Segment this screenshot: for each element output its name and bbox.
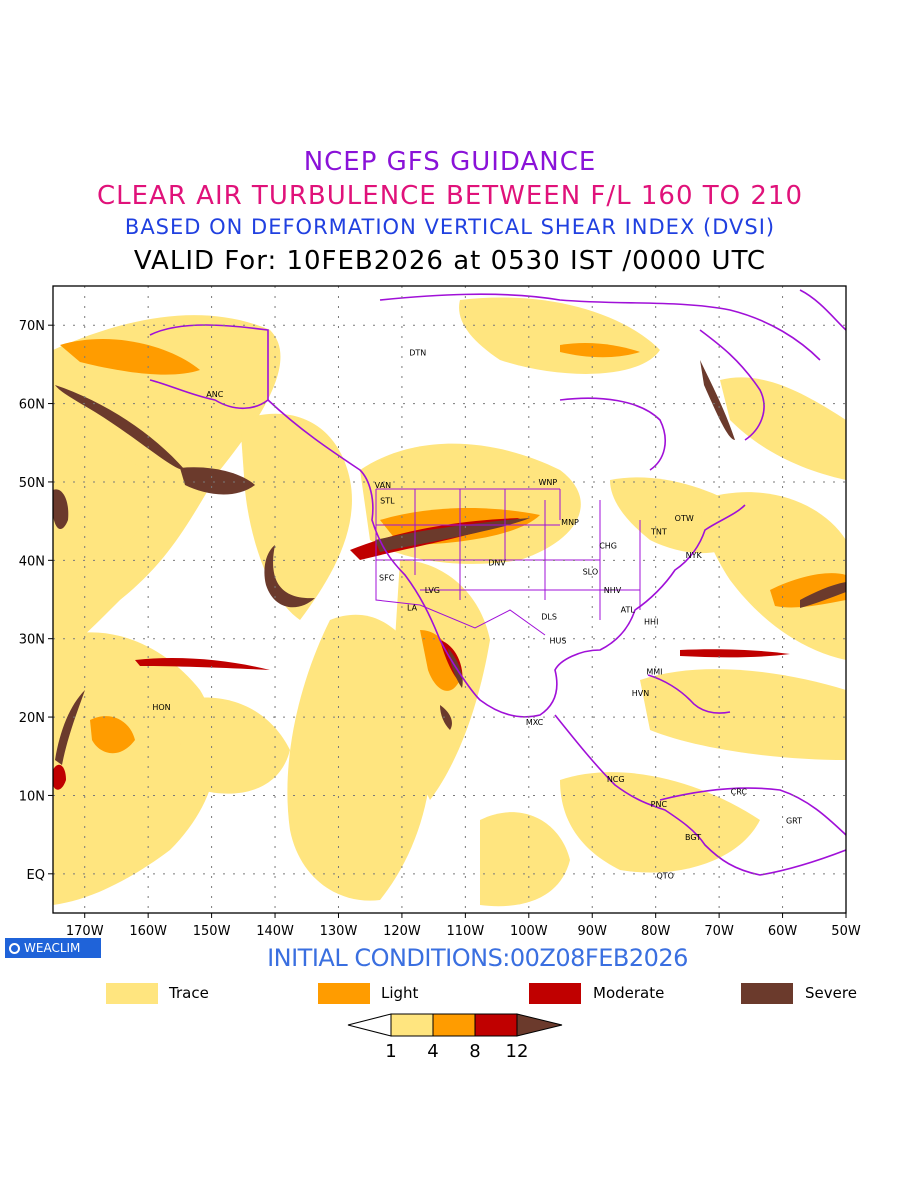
lat-label: EQ (27, 868, 45, 883)
station-label-qto: QTO (656, 871, 673, 880)
station-label-hhi: HHI (644, 617, 658, 626)
legend-label-trace: Trace (169, 984, 209, 1002)
station-label-wnp: WNP (538, 478, 557, 487)
lon-label: 120W (383, 924, 421, 939)
title-parameter: CLEAR AIR TURBULENCE BETWEEN F/L 160 TO … (96, 181, 804, 211)
lon-label: 70W (704, 924, 734, 939)
station-label-chg: CHG (599, 541, 617, 550)
legend-swatch-light (318, 983, 370, 1004)
graticule (53, 286, 846, 913)
lon-label: 140W (256, 924, 294, 939)
station-label-stl: STL (380, 497, 395, 506)
station-label-nyk: NYK (686, 551, 703, 560)
station-label-atl: ATL (621, 606, 636, 615)
lon-label: 150W (193, 924, 231, 939)
longitude-axis: 170W 160W 150W 140W 130W 120W 110W 100W 90W 80W 70… (66, 913, 861, 939)
station-label-bgt: BGT (685, 833, 701, 842)
station-label-mmi: MMI (646, 668, 662, 677)
station-label-pnc: PNC (651, 800, 668, 809)
title-product: NCEP GFS GUIDANCE (303, 147, 597, 177)
lon-label: 110W (447, 924, 485, 939)
station-label-van: VAN (375, 481, 391, 490)
station-label-dnv: DNV (488, 559, 506, 568)
legend-label-severe: Severe (805, 984, 857, 1002)
station-label-ncg: NCG (607, 775, 625, 784)
weaclim-logo: WEACLIM (5, 938, 101, 958)
title-valid-time: VALID For: 10FEB2026 at 0530 IST /0000 U… (133, 246, 767, 276)
lat-label: 40N (19, 554, 45, 569)
severe-turbulence-areas (53, 360, 846, 765)
station-labels: DTN ANC VAN STL WNP OTW TNT MNP CHG NYK DNV SFC SLO L… (152, 349, 802, 881)
station-label-sfc: SFC (379, 574, 395, 583)
lat-label: 50N (19, 476, 45, 491)
station-label-lvg: LVG (425, 586, 440, 595)
legend-label-moderate: Moderate (593, 984, 665, 1002)
legend-swatch-severe (741, 983, 793, 1004)
station-label-tnt: TNT (650, 527, 667, 536)
station-label-mnp: MNP (561, 518, 579, 527)
logo-text: WEACLIM (24, 941, 81, 955)
lon-label: 100W (510, 924, 548, 939)
lon-label: 170W (66, 924, 104, 939)
station-label-otw: OTW (675, 514, 694, 523)
latitude-axis: 70N 60N 50N 40N 30N 20N 10N EQ (19, 319, 53, 883)
legend-swatch-moderate (529, 983, 581, 1004)
legend-label-light: Light (381, 984, 419, 1002)
lat-label: 20N (19, 711, 45, 726)
lat-label: 10N (19, 789, 45, 804)
lon-label: 60W (768, 924, 798, 939)
station-label-nhv: NHV (604, 586, 622, 595)
logo-circle-icon (9, 942, 20, 954)
lon-label: 90W (578, 924, 608, 939)
lon-label: 50W (831, 924, 861, 939)
station-label-la: LA (407, 603, 418, 612)
lat-label: 30N (19, 633, 45, 648)
station-label-dls: DLS (541, 613, 557, 622)
lon-label: 130W (320, 924, 358, 939)
station-label-grt: GRT (786, 817, 802, 826)
lat-label: 70N (19, 319, 45, 334)
political-borders (375, 488, 641, 636)
station-label-slo: SLO (583, 567, 599, 576)
title-method: BASED ON DEFORMATION VERTICAL SHEAR INDE… (124, 215, 776, 239)
station-label-hus: HUS (550, 636, 567, 645)
initial-conditions-text: INITIAL CONDITIONS:00Z08FEB2026 (267, 944, 688, 972)
lon-label: 80W (641, 924, 671, 939)
station-label-dtn: DTN (409, 349, 426, 358)
map-frame (52, 285, 847, 914)
station-label-anc: ANC (206, 390, 223, 399)
lat-label: 60N (19, 398, 45, 413)
station-label-crc: CRC (731, 788, 748, 797)
station-label-hon: HON (152, 703, 170, 712)
station-label-mxc: MXC (526, 718, 544, 727)
station-label-hvn: HVN (632, 689, 649, 698)
legend-swatch-trace (106, 983, 158, 1004)
lon-label: 160W (129, 924, 167, 939)
